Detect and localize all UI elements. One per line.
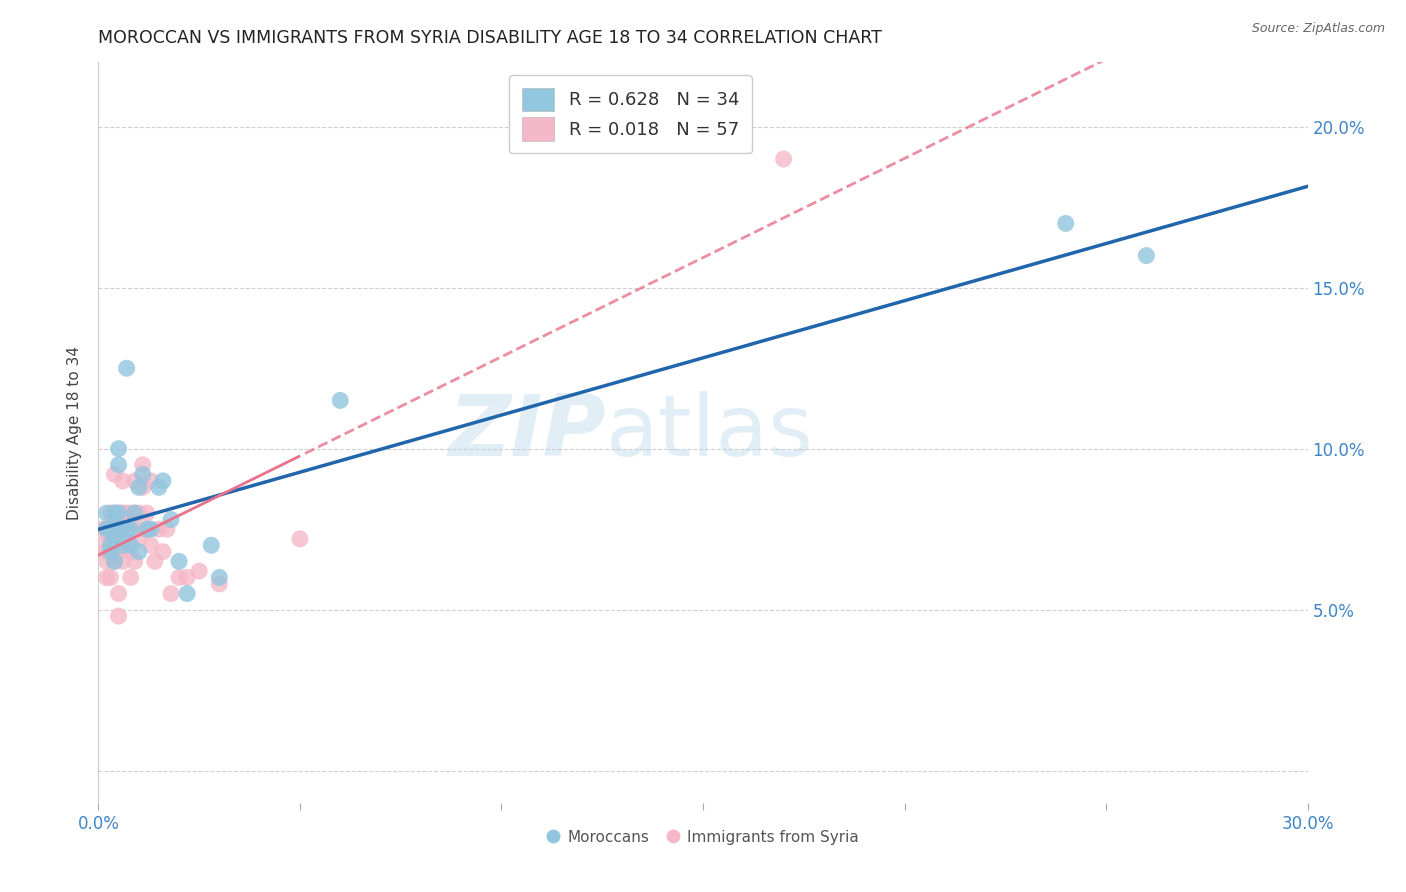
Text: ZIP: ZIP <box>449 391 606 475</box>
Point <box>111 538 134 552</box>
Point <box>107 506 129 520</box>
Point <box>103 538 125 552</box>
Point <box>128 532 150 546</box>
Point <box>148 480 170 494</box>
Point <box>167 554 190 568</box>
Point <box>103 554 125 568</box>
Point <box>115 532 138 546</box>
Point <box>160 586 183 600</box>
Point <box>96 554 118 568</box>
Point <box>208 570 231 584</box>
Y-axis label: Disability Age 18 to 34: Disability Age 18 to 34 <box>67 345 83 520</box>
Point <box>91 538 114 552</box>
Point <box>100 570 122 584</box>
Point <box>91 522 114 536</box>
Point <box>120 570 142 584</box>
Point <box>96 522 118 536</box>
Point <box>111 522 134 536</box>
Point <box>103 554 125 568</box>
Point <box>103 467 125 482</box>
Point <box>100 506 122 520</box>
Point <box>115 506 138 520</box>
Point <box>772 152 794 166</box>
Point <box>135 522 157 536</box>
Point <box>107 545 129 559</box>
Point <box>128 522 150 536</box>
Point <box>329 393 352 408</box>
Point <box>107 458 129 472</box>
Point <box>156 522 179 536</box>
Point <box>188 564 211 578</box>
Point <box>1135 249 1157 263</box>
Point <box>100 522 122 536</box>
Point <box>120 545 142 559</box>
Point <box>288 532 311 546</box>
Point <box>160 512 183 526</box>
Point <box>107 609 129 624</box>
Point <box>111 522 134 536</box>
Point <box>132 467 155 482</box>
Point <box>124 506 146 520</box>
Point <box>167 570 190 584</box>
Point <box>96 570 118 584</box>
Point <box>120 522 142 536</box>
Legend: Moroccans, Immigrants from Syria: Moroccans, Immigrants from Syria <box>541 823 865 851</box>
Point <box>100 545 122 559</box>
Point <box>107 442 129 456</box>
Point <box>120 522 142 536</box>
Point <box>143 554 166 568</box>
Point <box>96 545 118 559</box>
Point <box>107 522 129 536</box>
Point <box>176 570 198 584</box>
Point <box>103 506 125 520</box>
Point <box>124 474 146 488</box>
Point <box>124 506 146 520</box>
Point <box>152 545 174 559</box>
Point <box>107 522 129 536</box>
Point <box>208 577 231 591</box>
Point <box>100 545 122 559</box>
Point <box>115 522 138 536</box>
Point <box>111 474 134 488</box>
Point <box>120 506 142 520</box>
Point <box>107 532 129 546</box>
Point <box>139 474 162 488</box>
Point <box>1054 216 1077 230</box>
Point <box>124 554 146 568</box>
Point <box>96 506 118 520</box>
Point <box>96 522 118 536</box>
Point <box>111 554 134 568</box>
Point <box>115 361 138 376</box>
Point <box>115 538 138 552</box>
Point <box>135 522 157 536</box>
Point <box>132 458 155 472</box>
Text: Source: ZipAtlas.com: Source: ZipAtlas.com <box>1251 22 1385 36</box>
Point <box>103 506 125 520</box>
Point <box>128 480 150 494</box>
Point <box>128 545 150 559</box>
Point <box>120 538 142 552</box>
Point <box>115 522 138 536</box>
Point <box>111 506 134 520</box>
Point <box>139 522 162 536</box>
Point <box>152 474 174 488</box>
Text: atlas: atlas <box>606 391 814 475</box>
Point <box>176 586 198 600</box>
Point <box>135 506 157 520</box>
Point <box>100 538 122 552</box>
Text: MOROCCAN VS IMMIGRANTS FROM SYRIA DISABILITY AGE 18 TO 34 CORRELATION CHART: MOROCCAN VS IMMIGRANTS FROM SYRIA DISABI… <box>98 29 883 47</box>
Point <box>139 538 162 552</box>
Point <box>148 522 170 536</box>
Point <box>200 538 222 552</box>
Point <box>132 480 155 494</box>
Point <box>103 522 125 536</box>
Point <box>100 522 122 536</box>
Point <box>128 506 150 520</box>
Point <box>103 532 125 546</box>
Point <box>107 586 129 600</box>
Point <box>107 506 129 520</box>
Point <box>100 532 122 546</box>
